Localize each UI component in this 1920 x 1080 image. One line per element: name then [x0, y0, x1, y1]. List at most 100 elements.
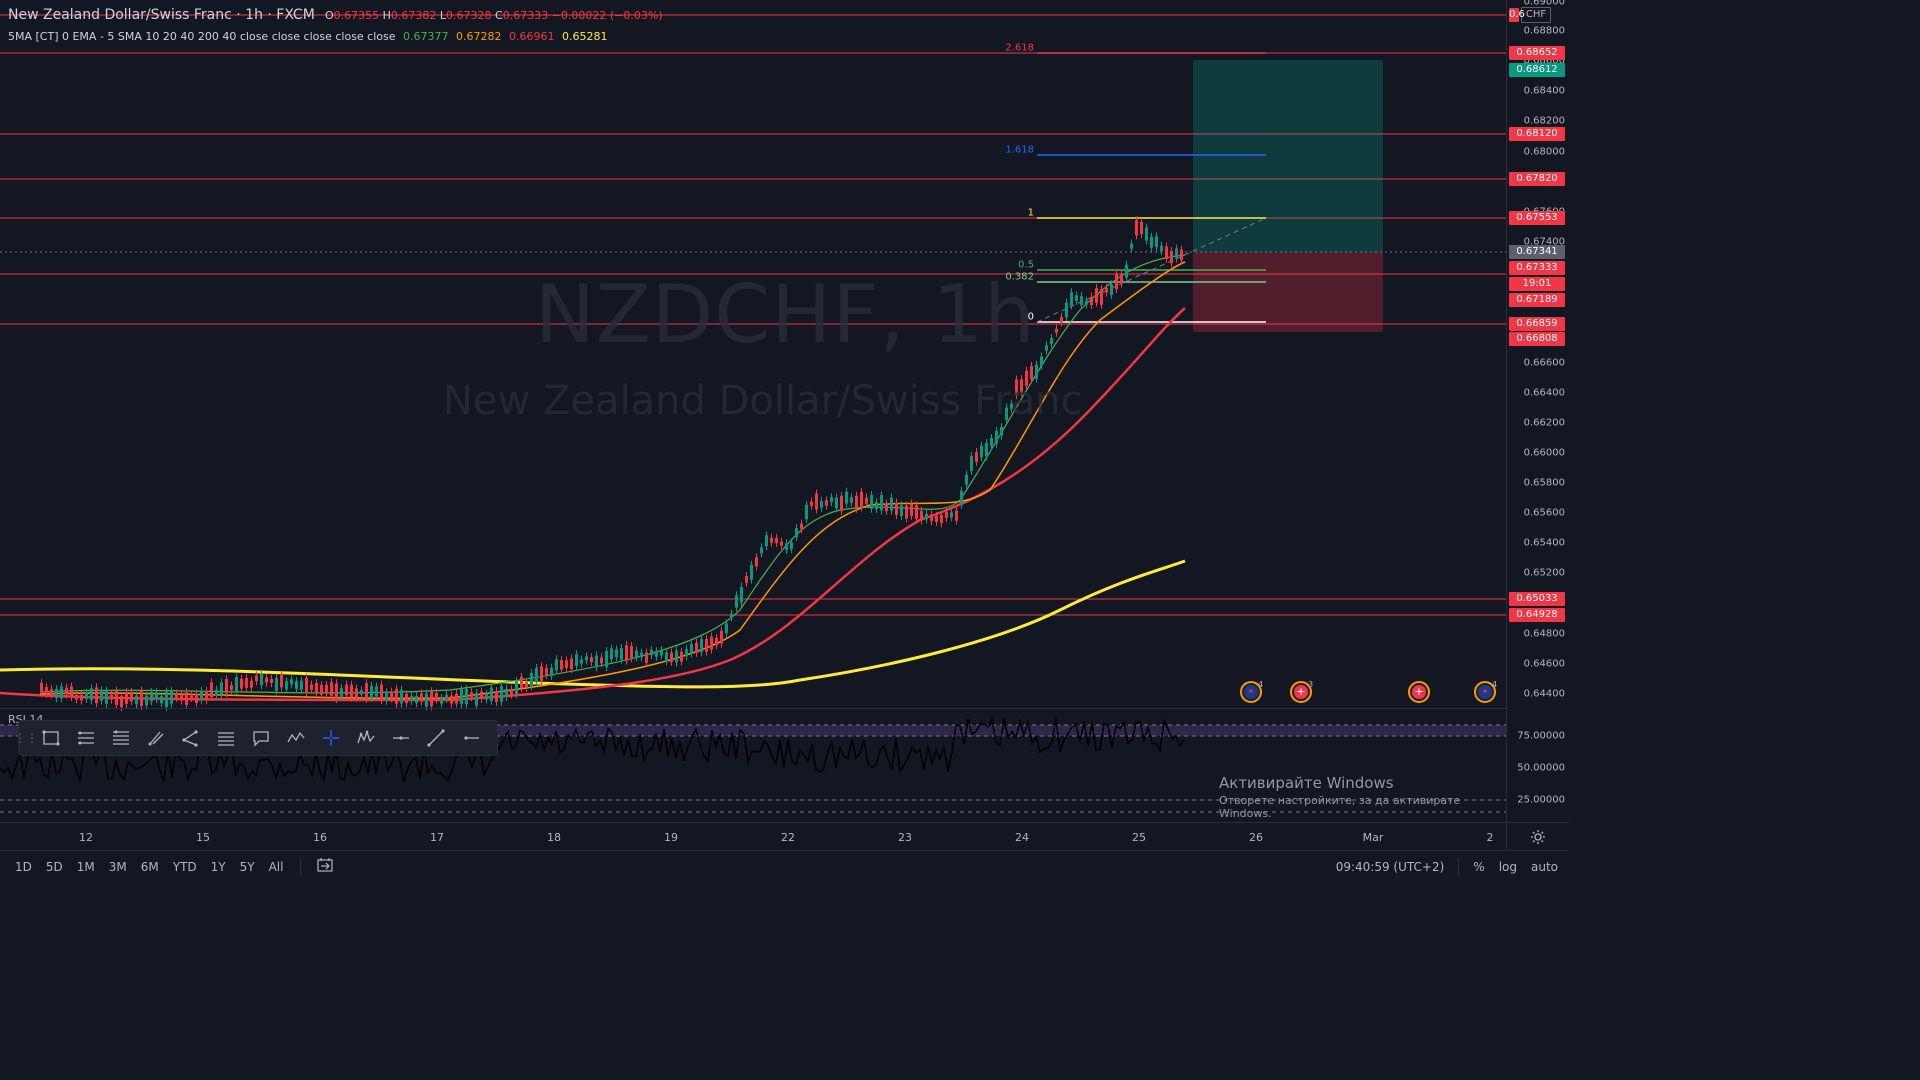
- range-button-ytd[interactable]: YTD: [172, 860, 197, 874]
- candle-body: [1150, 236, 1153, 248]
- candle-body: [930, 514, 933, 522]
- range-button-1m[interactable]: 1M: [76, 860, 95, 874]
- nz-flag-icon[interactable]: ✶: [1240, 681, 1262, 703]
- close-value: 0.67333: [502, 9, 549, 22]
- range-button-5d[interactable]: 5D: [45, 860, 63, 874]
- price-tag: 0.65033: [1509, 592, 1565, 606]
- trend-line-icon[interactable]: [418, 721, 453, 755]
- candle-body: [180, 694, 183, 701]
- price-tick: 0.67400: [1523, 236, 1565, 248]
- path-icon[interactable]: [173, 721, 208, 755]
- settings-gear-icon[interactable]: [1506, 822, 1569, 851]
- candle-body: [905, 505, 908, 519]
- price-tick: 0.64600: [1523, 658, 1565, 670]
- candle-body: [650, 649, 653, 656]
- range-button-6m[interactable]: 6M: [140, 860, 159, 874]
- fib-retracement-icon[interactable]: [103, 721, 138, 755]
- candle-body: [370, 685, 373, 699]
- candle-body: [920, 510, 923, 521]
- price-tag: 0.67820: [1509, 172, 1565, 186]
- log-scale-button[interactable]: log: [1498, 860, 1517, 874]
- candle-body: [705, 638, 708, 652]
- candle-body: [695, 642, 698, 653]
- candle-body: [465, 688, 468, 705]
- candle-body: [205, 690, 208, 701]
- price-tag: 0.66808: [1509, 332, 1565, 346]
- range-button-3m[interactable]: 3M: [108, 860, 127, 874]
- go-to-date-icon[interactable]: [311, 858, 339, 876]
- price-tick: 0.65800: [1523, 477, 1565, 489]
- windows-activation-title: Активирайте Windows: [1219, 774, 1394, 792]
- auto-scale-button[interactable]: auto: [1530, 860, 1558, 874]
- time-axis[interactable]: 12 15 16 17 18 19 22 23 24 25 26 Mar 2: [0, 822, 1506, 851]
- rsi-level-label: 25.00000: [1517, 794, 1565, 806]
- time-tick: 2: [1486, 831, 1494, 844]
- indicator-legend[interactable]: 5MA [CT] 0 EMA - 5 SMA 10 20 40 200 40 c…: [8, 30, 608, 43]
- crosshair-icon[interactable]: [313, 721, 348, 755]
- nz-flag-icon[interactable]: ✶: [1474, 681, 1496, 703]
- candle-body: [200, 690, 203, 701]
- candle-body: [580, 659, 583, 664]
- candle-body: [335, 683, 338, 700]
- price-tick: 0.68600: [1523, 55, 1565, 67]
- range-button-all[interactable]: All: [268, 860, 284, 874]
- drawing-toolbar[interactable]: ⋮⋮: [14, 720, 498, 756]
- candle-body: [790, 542, 793, 550]
- candle-body: [1175, 248, 1178, 259]
- clock[interactable]: 09:40:59 (UTC+2): [1335, 860, 1445, 874]
- candle-body: [995, 430, 998, 444]
- candle-body: [305, 677, 308, 693]
- horizontal-lines-icon[interactable]: [208, 721, 243, 755]
- percent-scale-button[interactable]: %: [1473, 860, 1485, 874]
- price-tick: 0.65400: [1523, 537, 1565, 549]
- time-tick: 17: [430, 831, 444, 844]
- xabcd-pattern-icon[interactable]: [278, 721, 313, 755]
- range-button-1y[interactable]: 1Y: [210, 860, 226, 874]
- candle-body: [1085, 300, 1088, 305]
- rsi-overbought-band: [0, 725, 1506, 736]
- price-axis[interactable]: CHF 0.68800 0.68600 0.68400 0.68200 0.68000 0…: [1506, 0, 1569, 822]
- candle-body: [235, 677, 238, 692]
- price-chart[interactable]: [0, 0, 1506, 822]
- brush-icon[interactable]: [138, 721, 173, 755]
- candle-body: [1055, 328, 1058, 333]
- drag-grip-icon[interactable]: ⋮⋮: [14, 731, 38, 745]
- price-tag: 0.68652: [1509, 46, 1565, 60]
- price-tag: 19:01: [1509, 277, 1565, 291]
- candle-body: [255, 675, 258, 682]
- divider: [300, 858, 302, 876]
- range-button-1d[interactable]: 1D: [15, 860, 32, 874]
- price-tick: 0.68200: [1523, 115, 1565, 127]
- symbol-title[interactable]: New Zealand Dollar/Swiss Franc · 1h · FX…: [8, 7, 315, 23]
- horizontal-ray-icon[interactable]: [453, 721, 488, 755]
- candle-body: [85, 692, 88, 700]
- callout-icon[interactable]: [243, 721, 278, 755]
- candle-body: [125, 692, 128, 704]
- rectangle-icon[interactable]: [33, 721, 68, 755]
- candle-body: [1030, 365, 1033, 380]
- candle-body: [45, 687, 48, 695]
- chart-area[interactable]: New Zealand Dollar/Swiss Franc · 1h · FX…: [0, 0, 1506, 822]
- candle-body: [325, 684, 328, 694]
- range-button-5y[interactable]: 5Y: [239, 860, 255, 874]
- ma-value-4: 0.65281: [562, 30, 608, 43]
- windows-activation-subtitle: Отворете настройките, за да активирате W…: [1219, 794, 1461, 820]
- ma-value-3: 0.66961: [509, 30, 555, 43]
- candle-body: [435, 692, 438, 700]
- event-count: 4: [1492, 680, 1498, 689]
- ch-flag-icon[interactable]: +: [1408, 681, 1430, 703]
- candle-body: [735, 595, 738, 608]
- currency-badge[interactable]: CHF: [1521, 7, 1551, 23]
- elliott-wave-icon[interactable]: [348, 721, 383, 755]
- sma-200-line: [0, 559, 1186, 689]
- candle-body: [605, 651, 608, 667]
- horizontal-line-icon[interactable]: [383, 721, 418, 755]
- fib-trend-line: [1036, 217, 1267, 323]
- parallel-channel-icon[interactable]: [68, 721, 103, 755]
- candle-body: [1000, 426, 1003, 436]
- ch-flag-icon[interactable]: +: [1290, 681, 1312, 703]
- candle-body: [75, 694, 78, 700]
- candle-body: [1035, 364, 1038, 379]
- fib-level-label: 1: [1027, 207, 1034, 219]
- candle-body: [660, 649, 663, 656]
